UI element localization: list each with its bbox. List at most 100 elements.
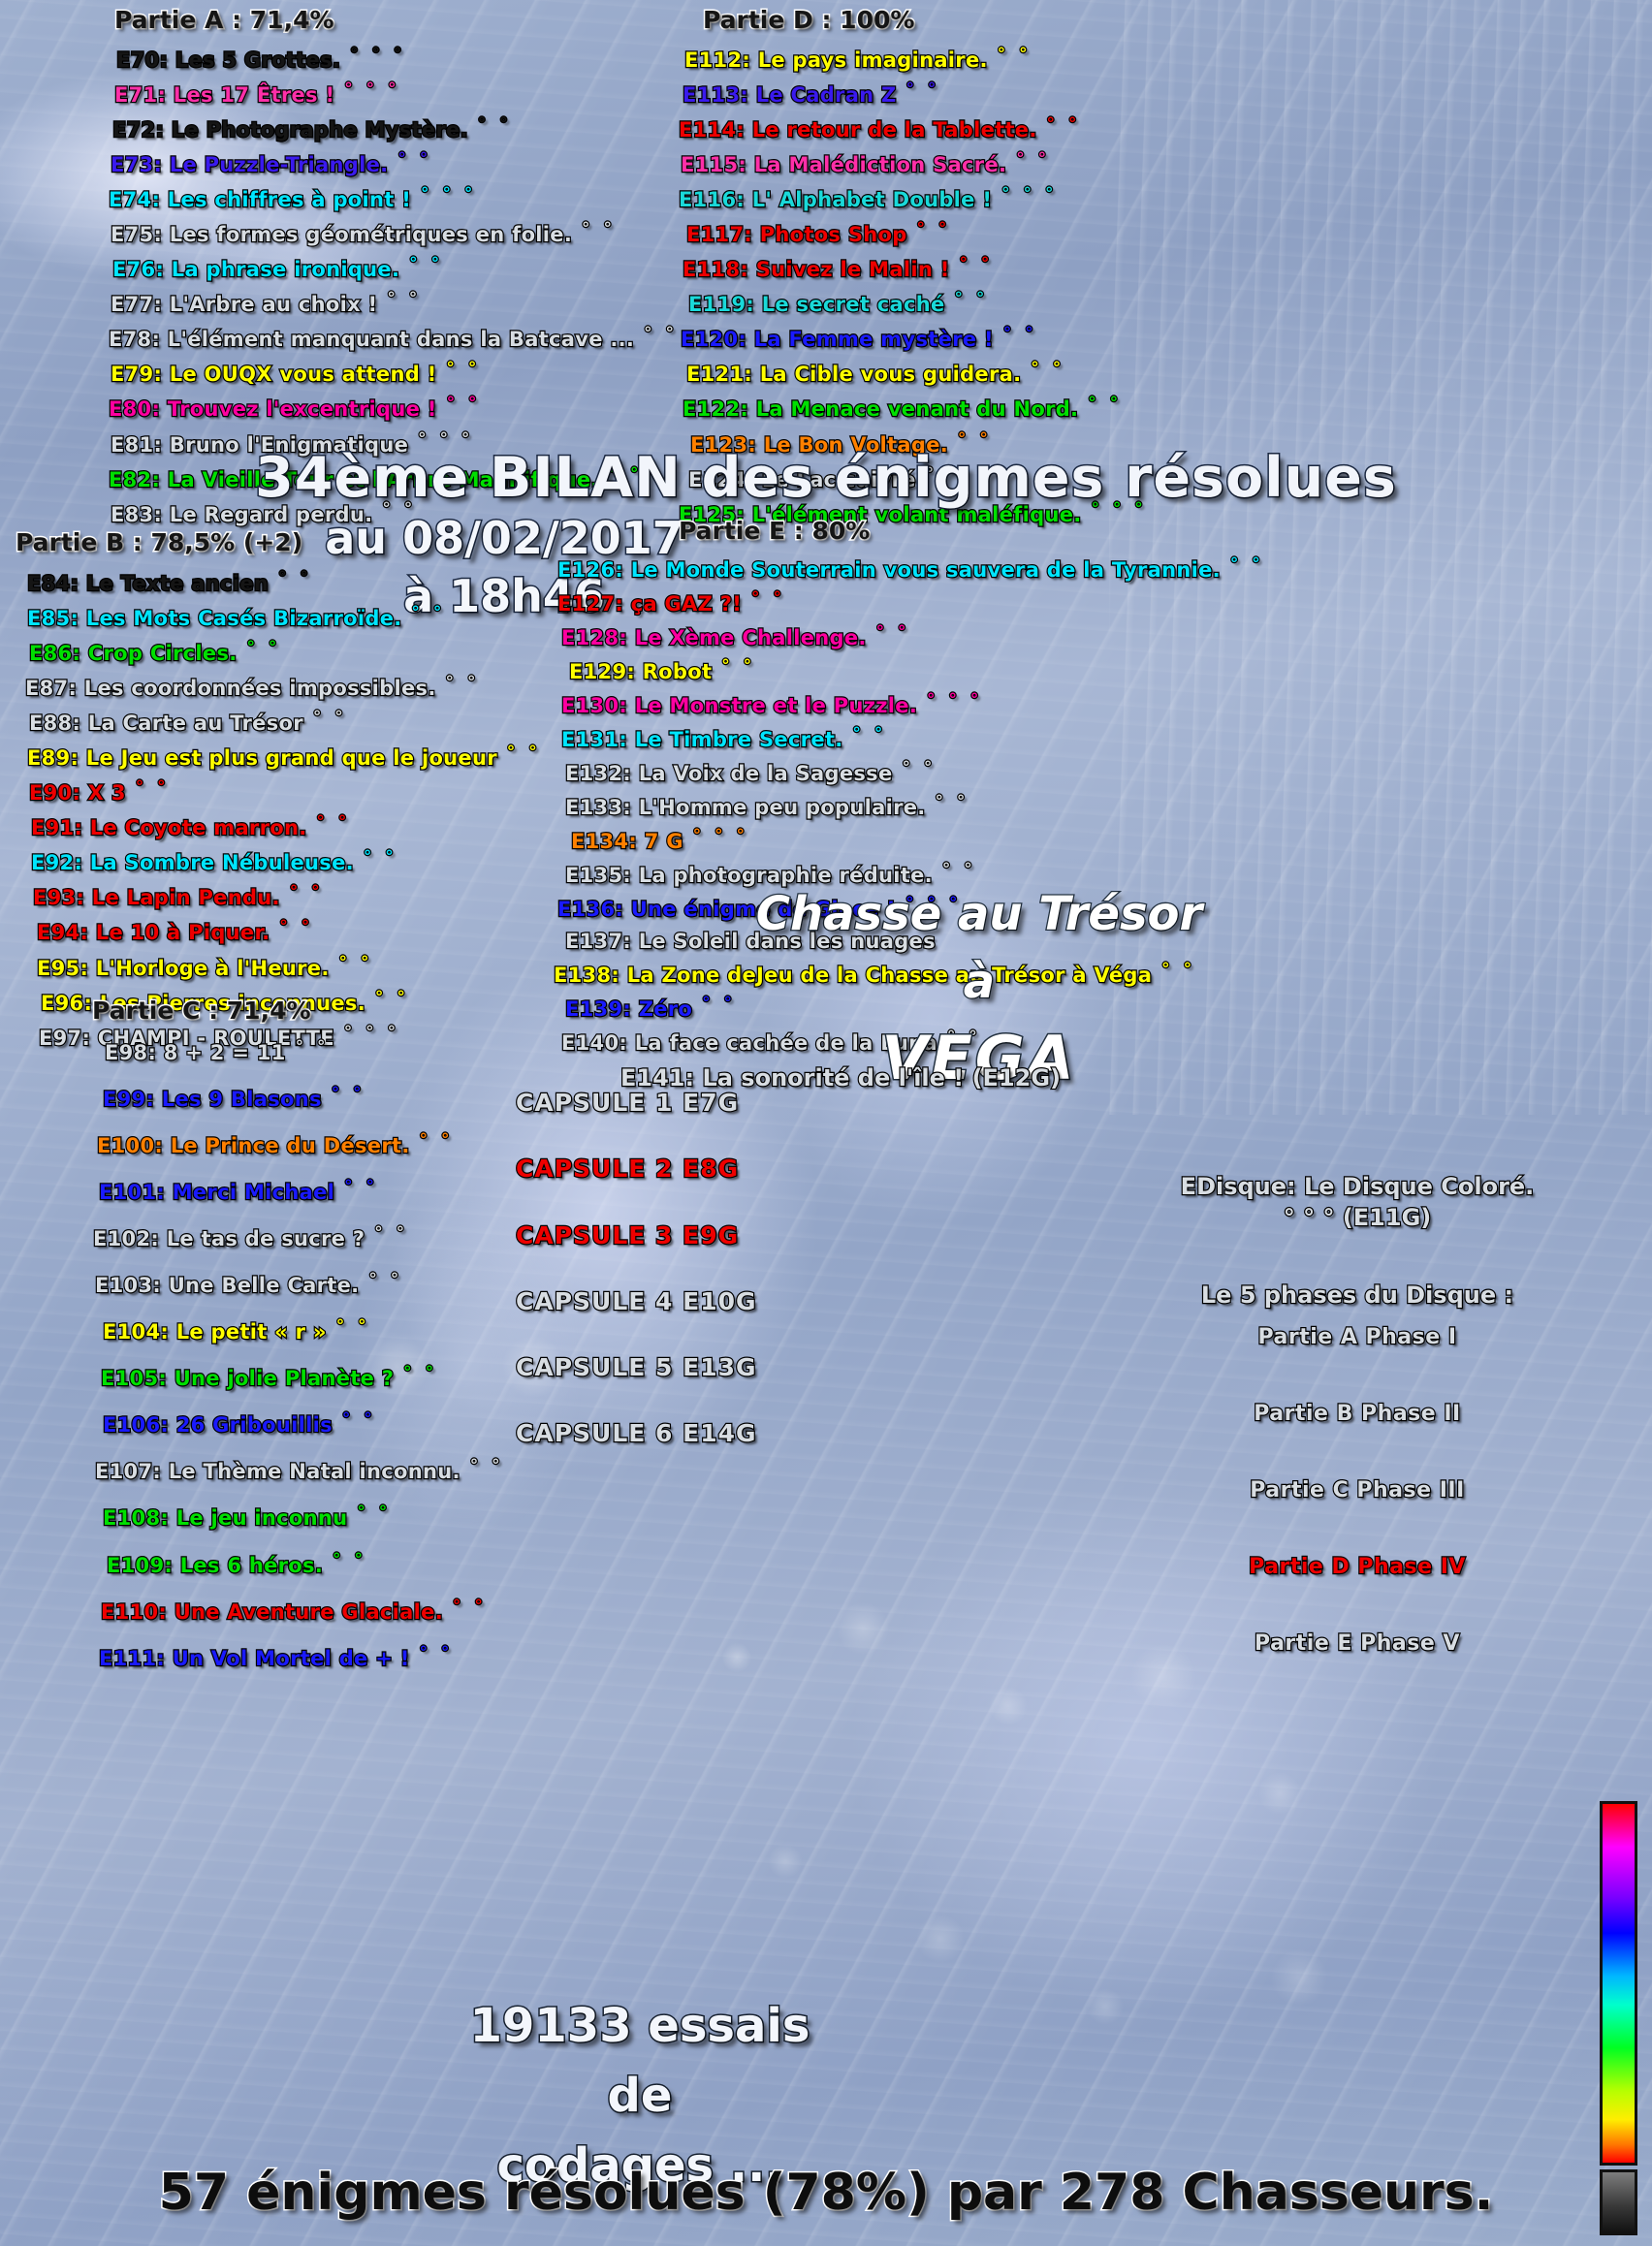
phase-item: Partie D Phase IV <box>1248 1555 1467 1580</box>
enigma-dots: ° ° <box>496 743 541 763</box>
e141-wrap: E141: La sonorité de l'île ! (E12G) <box>620 1063 1062 1092</box>
enigma-item: E118: Suivez le Malin ! ° ° <box>669 254 1348 281</box>
enigma-item: E91: Le Coyote marron. ° ° <box>23 812 644 839</box>
enigma-dots: ° ° <box>949 254 994 274</box>
essais-line1: 19133 essais <box>468 1998 811 2055</box>
enigma-label: E122: La Menace venant du Nord. <box>682 397 1079 422</box>
chasse-line2: à <box>962 954 996 1011</box>
enigma-dots: ° ° <box>279 882 324 902</box>
greyscale-bar <box>1600 2169 1637 2235</box>
enigma-item: E89: Le Jeu est plus grand que le joueur… <box>23 743 644 771</box>
enigma-label: E137: Le Soleil dans les nuages <box>564 929 937 953</box>
enigma-item: E113: Le Cadran Z ° ° <box>669 79 1348 108</box>
enigma-dots: ° ° <box>409 1642 454 1662</box>
partie-b-heading: Partie B : 78,5% (+2) <box>14 527 303 558</box>
enigma-dots: ° ° <box>906 219 951 239</box>
enigma-dots: ° ° <box>1006 149 1051 170</box>
essais-block: 19133 essais de codages ... <box>388 1998 892 2195</box>
enigma-item: E76: La phrase ironique. ° ° <box>97 254 698 282</box>
enigma-label: E80: Trouvez l'excentrique ! <box>108 397 438 422</box>
enigma-item: E139: Zéro ° ° <box>548 993 1643 1020</box>
enigma-label: E111: Un Vol Mortel de + ! <box>98 1646 411 1670</box>
enigma-label: E90: X 3 <box>28 781 127 806</box>
enigma-dots: ° ° <box>388 149 432 170</box>
enigma-dots: ° ° ° <box>1081 498 1147 519</box>
enigma-label: E131: Le Timbre Secret. <box>560 728 844 752</box>
enigma-dots: ° ° <box>285 1037 330 1057</box>
enigma-dots: ° ° <box>237 638 281 658</box>
enigma-item: E90: X 3 ° ° <box>23 777 644 806</box>
enigma-item: E88: La Carte au Trésor ° ° <box>23 708 644 735</box>
enigma-label: E116: L' Alphabet Double ! <box>678 188 993 212</box>
essais-line2: de <box>606 2068 674 2125</box>
enigma-item: E130: Le Monstre et le Puzzle. ° ° ° <box>548 690 1643 717</box>
enigma-item: E100: Le Prince du Désert. ° ° <box>85 1130 628 1157</box>
enigma-item: E123: Le Bon Voltage. ° ° <box>669 428 1348 456</box>
enigma-dots: ° ° <box>365 987 409 1007</box>
enigma-dots: ° ° <box>442 1596 487 1616</box>
enigma-label: E83: Le Regard perdu. <box>110 502 374 526</box>
e141-label: E141: La sonorité de l'île ! (E12G) <box>620 1063 1062 1092</box>
enigma-label: E78: L'élément manquant dans la Batcave … <box>108 328 635 352</box>
enigma-dots: ° ° <box>944 289 989 309</box>
enigma-label: E87: Les coordonnées impossibles. <box>24 677 437 701</box>
enigma-dots: ° ° ° <box>408 428 474 449</box>
chasse-line1: Chasse au Trésor <box>754 886 1203 943</box>
enigma-item: E116: L' Alphabet Double ! ° ° ° <box>669 184 1348 212</box>
phase-item: Partie C Phase III <box>1249 1478 1465 1503</box>
enigma-label: E113: Le Cadran Z <box>682 83 898 108</box>
enigma-label: E93: Le Lapin Pendu. <box>32 886 281 910</box>
enigma-label: E70: Les 5 Grottes. <box>115 48 341 72</box>
enigma-label: E133: L'Homme peu populaire. <box>564 796 927 820</box>
disque-title-line2: ° ° ° (E11G) <box>1283 1203 1433 1232</box>
disque-title-block: EDisque: Le Disque Coloré. ° ° ° (E11G) <box>1154 1171 1561 1234</box>
enigma-item: E136: Une énigme de Glace ! ° ° ° <box>548 894 1643 922</box>
enigma-item: E98: 8 + 2 = 11 ° ° <box>85 1037 628 1064</box>
partie-c-list: E98: 8 + 2 = 11 ° ° E99: Les 9 Blasons ° … <box>85 1037 628 1692</box>
phases-heading-wrap: Le 5 phases du Disque : <box>1154 1280 1561 1311</box>
enigma-item: E105: Une jolie Planète ? ° ° <box>85 1363 628 1391</box>
enigma-label: E132: La Voix de la Sagesse <box>564 762 894 786</box>
enigma-label: E86: Crop Circles. <box>28 642 238 666</box>
main-title-time: à 18h46 <box>402 569 607 624</box>
enigma-item: E137: Le Soleil dans les nuages <box>548 929 1643 953</box>
enigma-item: E131: Le Timbre Secret. ° ° <box>548 724 1643 752</box>
enigma-item: E101: Merci Michael ° ° <box>85 1177 628 1204</box>
enigma-item: E108: Le jeu inconnu ° ° <box>85 1503 628 1530</box>
chasse-vega: VEGA <box>880 1022 1077 1095</box>
enigma-item: E140: La face cachée de la Luna ° ° <box>548 1028 1643 1055</box>
enigma-label: E105: Une jolie Planète ? <box>100 1367 395 1391</box>
enigma-label: E76: La phrase ironique. <box>111 258 400 282</box>
enigma-item: E110: Une Aventure Glaciale. ° ° <box>85 1596 628 1623</box>
enigma-label: E98: 8 + 2 = 11 <box>104 1041 287 1064</box>
enigma-item: E115: La Malédiction Sacré. ° ° <box>669 149 1348 176</box>
enigma-item: E103: Une Belle Carte. ° ° <box>85 1270 628 1297</box>
enigma-label: E109: Les 6 héros. <box>106 1553 324 1577</box>
enigma-item: E92: La Sombre Nébuleuse. ° ° <box>23 847 644 874</box>
enigma-label: E89: Le Jeu est plus grand que le joueur <box>26 746 498 771</box>
enigma-dots: ° ° ° <box>334 79 400 100</box>
enigma-label: E134: 7 G <box>570 830 684 854</box>
enigma-item: E94: Le 10 à Piquer. ° ° <box>23 917 644 944</box>
enigma-label: E82: La Vieille Tour et l'Arbre Magnifiq… <box>108 467 600 491</box>
capsule-item: CAPSULE 3 E9G <box>515 1220 740 1250</box>
partie-c-heading-wrap: Partie C : 71,4% <box>91 996 313 1027</box>
enigma-dots: ° ° <box>353 847 397 868</box>
enigma-item: E72: Le Photographe Mystère. ° ° <box>97 114 698 142</box>
enigma-label: E136: Une énigme de Glace ! <box>556 898 897 922</box>
main-title-date-wrap: au 08/02/2017 à 18h46 <box>116 511 892 624</box>
enigma-dots: ° ° <box>932 860 976 880</box>
enigma-item: E102: Le tas de sucre ? ° ° <box>85 1223 628 1250</box>
main-title-line1: 34ème BILAN des énigmes résolues <box>254 445 1398 512</box>
enigma-item: E132: La Voix de la Sagesse ° ° <box>548 758 1643 786</box>
enigma-label: E77: L'Arbre au choix ! <box>110 293 379 317</box>
enigma-dots: ° ° <box>692 993 736 1013</box>
enigma-item: E134: 7 G ° ° ° <box>548 826 1643 854</box>
enigma-item: E133: L'Homme peu populaire. ° ° <box>548 792 1643 820</box>
phases-heading: Le 5 phases du Disque : <box>1200 1281 1515 1310</box>
enigma-label: E97: CHAMPI - ROULETTE <box>38 1026 335 1050</box>
enigma-dots: ° ° ° <box>334 1022 400 1042</box>
enigma-label: E120: La Femme mystère ! <box>680 328 995 352</box>
enigma-item: E121: La Cible vous guidera. ° ° <box>669 359 1348 386</box>
enigma-item: E85: Les Mots Casés Bizarroïde. ° ° <box>23 603 644 630</box>
